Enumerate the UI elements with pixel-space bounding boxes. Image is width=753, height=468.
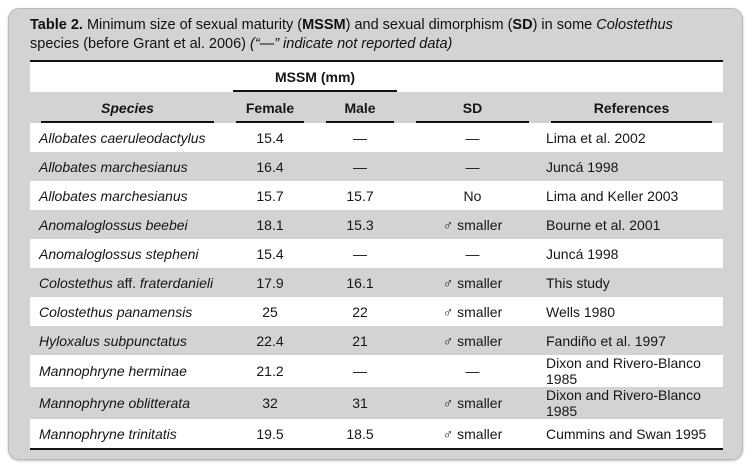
cell-male: — [315, 152, 405, 181]
group-header-spacer-sd [405, 62, 540, 92]
column-header-species: Species [30, 92, 225, 123]
caption-text-1: Minimum size of sexual maturity ( [82, 17, 303, 33]
cell-female: 17.9 [225, 268, 315, 297]
cell-male: 31 [315, 387, 405, 419]
table-row: Anomaloglossus beebei 18.1 15.3 ♂ smaller Bo… [30, 210, 723, 239]
cell-species: Mannophryne herminae [30, 355, 225, 387]
cell-sd: ♂ smaller [405, 419, 540, 448]
cell-sd: ♂ smaller [405, 387, 540, 419]
cell-female: 32 [225, 387, 315, 419]
cell-species: Anomaloglossus beebei [30, 210, 225, 239]
cell-female: 19.5 [225, 419, 315, 448]
caption-note: (“—” indicate not reported data) [250, 36, 453, 52]
cell-female: 15.4 [225, 239, 315, 268]
cell-female: 15.7 [225, 181, 315, 210]
caption-mssm-abbr: MSSM [302, 17, 346, 33]
cell-reference: Cummins and Swan 1995 [540, 419, 723, 448]
caption-text-4: species (before Grant et al. 2006) [30, 36, 251, 52]
cell-species: Allobates marchesianus [30, 152, 225, 181]
cell-sd: — [405, 239, 540, 268]
caption-table-label: Table 2. [30, 17, 83, 33]
cell-species: Mannophryne oblitterata [30, 387, 225, 419]
caption-genus: Colostethus [596, 17, 673, 33]
table-row: Mannophryne oblitterata 32 31 ♂ smaller Dixo… [30, 387, 723, 419]
cell-species: Allobates caeruleodactylus [30, 123, 225, 152]
table-row: Allobates marchesianus 15.7 15.7 No Lima and… [30, 181, 723, 210]
cell-sd: — [405, 355, 540, 387]
column-header-female: Female [225, 92, 315, 123]
column-header-row: Species Female Male SD References [30, 92, 723, 123]
cell-reference: Juncá 1998 [540, 239, 723, 268]
cell-reference: Lima and Keller 2003 [540, 181, 723, 210]
group-header-spacer-right [540, 62, 723, 92]
table-row: Colostethus aff. fraterdanieli 17.9 16.1 ♂ … [30, 268, 723, 297]
maturity-table: MSSM (mm) Species Female Male SD Referen… [30, 60, 723, 450]
cell-male: 21 [315, 326, 405, 355]
table-row: Hyloxalus subpunctatus 22.4 21 ♂ smaller Fan… [30, 326, 723, 355]
cell-species: Allobates marchesianus [30, 181, 225, 210]
group-header-mssm: MSSM (mm) [225, 62, 405, 92]
cell-species: Mannophryne trinitatis [30, 419, 225, 448]
table-row: Mannophryne trinitatis 19.5 18.5 ♂ smaller C… [30, 419, 723, 448]
cell-male: — [315, 355, 405, 387]
cell-species: Anomaloglossus stepheni [30, 239, 225, 268]
cell-female: 16.4 [225, 152, 315, 181]
table-caption: Table 2. Minimum size of sexual maturity… [9, 9, 742, 60]
cell-reference: Lima et al. 2002 [540, 123, 723, 152]
cell-species: Colostethus aff. fraterdanieli [30, 268, 225, 297]
cell-male: 16.1 [315, 268, 405, 297]
cell-female: 22.4 [225, 326, 315, 355]
cell-female: 18.1 [225, 210, 315, 239]
caption-sd-abbr: SD [512, 17, 533, 33]
cell-reference: Dixon and Rivero-Blanco 1985 [540, 355, 723, 387]
cell-sd: — [405, 152, 540, 181]
table-row: Colostethus panamensis 25 22 ♂ smaller Wells… [30, 297, 723, 326]
cell-species: Colostethus panamensis [30, 297, 225, 326]
cell-species: Hyloxalus subpunctatus [30, 326, 225, 355]
column-header-male: Male [315, 92, 405, 123]
cell-male: 22 [315, 297, 405, 326]
cell-reference: Bourne et al. 2001 [540, 210, 723, 239]
table-panel: Table 2. Minimum size of sexual maturity… [8, 8, 743, 460]
group-header-spacer-left [30, 62, 225, 92]
cell-male: 15.7 [315, 181, 405, 210]
cell-reference: Juncá 1998 [540, 152, 723, 181]
cell-sd: ♂ smaller [405, 268, 540, 297]
cell-reference: Wells 1980 [540, 297, 723, 326]
cell-male: 15.3 [315, 210, 405, 239]
cell-male: — [315, 239, 405, 268]
table-row: Mannophryne herminae 21.2— — Dixon and Rive… [30, 355, 723, 387]
caption-text-3: ) in some [532, 17, 597, 33]
column-header-sd: SD [405, 92, 540, 123]
cell-reference: Fandiño et al. 1997 [540, 326, 723, 355]
table-row: Allobates caeruleodactylus 15.4— — Lima et … [30, 123, 723, 152]
cell-female: 21.2 [225, 355, 315, 387]
cell-sd: No [405, 181, 540, 210]
cell-female: 15.4 [225, 123, 315, 152]
cell-reference: Dixon and Rivero-Blanco 1985 [540, 387, 723, 419]
table-body: Allobates caeruleodactylus 15.4— — Lima et … [30, 123, 723, 448]
cell-male: 18.5 [315, 419, 405, 448]
cell-sd: ♂ smaller [405, 210, 540, 239]
cell-sd: ♂ smaller [405, 297, 540, 326]
column-header-references: References [540, 92, 723, 123]
table-row: Anomaloglossus stepheni 15.4— — Juncá 1998 [30, 239, 723, 268]
caption-text-2: ) and sexual dimorphism ( [345, 17, 513, 33]
cell-sd: ♂ smaller [405, 326, 540, 355]
cell-sd: — [405, 123, 540, 152]
table-row: Allobates marchesianus 16.4— — Juncá 1998 [30, 152, 723, 181]
cell-male: — [315, 123, 405, 152]
cell-reference: This study [540, 268, 723, 297]
cell-female: 25 [225, 297, 315, 326]
group-header-row: MSSM (mm) [30, 62, 723, 92]
